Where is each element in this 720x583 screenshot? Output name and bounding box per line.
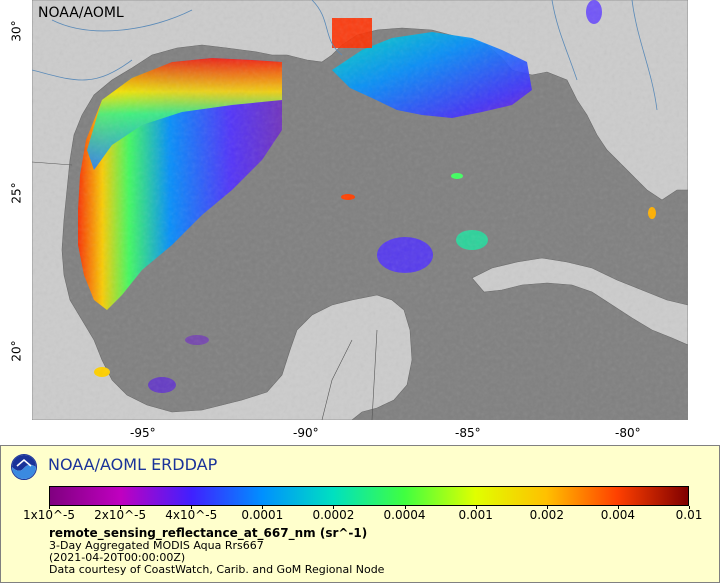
- river-lines: [32, 0, 658, 111]
- variable-name: remote_sensing_reflectance_at_667_nm (sr…: [49, 526, 368, 540]
- colorbar-tick: [333, 506, 335, 509]
- colorbar-tick-label: 0.002: [529, 508, 564, 522]
- x-tick-label: -85°: [455, 426, 481, 440]
- colorbar-tick: [475, 506, 477, 509]
- colorbar-tick: [191, 506, 193, 509]
- x-tick-label: -90°: [293, 426, 319, 440]
- colorbar-tick-label: 0.0004: [383, 508, 426, 522]
- colorbar-tick: [617, 506, 619, 509]
- y-tick-label: 20°: [9, 340, 24, 362]
- colorbar-tick-label: 4x10^-5: [165, 508, 218, 522]
- x-tick-label: -95°: [130, 426, 156, 440]
- legend-panel: NOAA/AOML ERDDAP remote_sensing_reflecta…: [0, 445, 720, 583]
- y-tick-label: 25°: [9, 182, 24, 204]
- map-area: [32, 0, 688, 420]
- y-tick-label: 30°: [9, 20, 24, 42]
- info-line-credit: Data courtesy of CoastWatch, Carib. and …: [49, 563, 385, 576]
- colorbar-tick-label: 1x10^-5: [22, 508, 76, 522]
- info-line-product: 3-Day Aggregated MODIS Aqua Rrs667: [49, 539, 264, 552]
- noaa-logo-icon: [11, 454, 37, 480]
- border-lines: [32, 161, 378, 420]
- colorbar-tick-label: 0.004: [600, 508, 636, 522]
- colorbar-tick-label: 0.0001: [241, 508, 284, 522]
- colorbar-tick-label: 0.0002: [312, 508, 355, 522]
- colorbar-tick: [120, 506, 122, 509]
- colorbar-tick: [689, 506, 690, 509]
- colorbar-tick-label: 0.001: [458, 508, 493, 522]
- colorbar-tick: [546, 506, 548, 509]
- colorbar-tick: [262, 506, 264, 509]
- colorbar-tick-label: 2x10^-5: [94, 508, 147, 522]
- x-tick-label: -80°: [615, 426, 641, 440]
- map-label: NOAA/AOML: [38, 5, 124, 21]
- colorbar: [49, 486, 689, 506]
- info-line-time: (2021-04-20T00:00:00Z): [49, 551, 186, 564]
- colorbar-tick-label: 0.01: [675, 508, 703, 522]
- legend-title: NOAA/AOML ERDDAP: [48, 455, 218, 474]
- colorbar-tick: [404, 506, 406, 509]
- gulf-map: [32, 0, 688, 420]
- colorbar-tick: [49, 506, 50, 509]
